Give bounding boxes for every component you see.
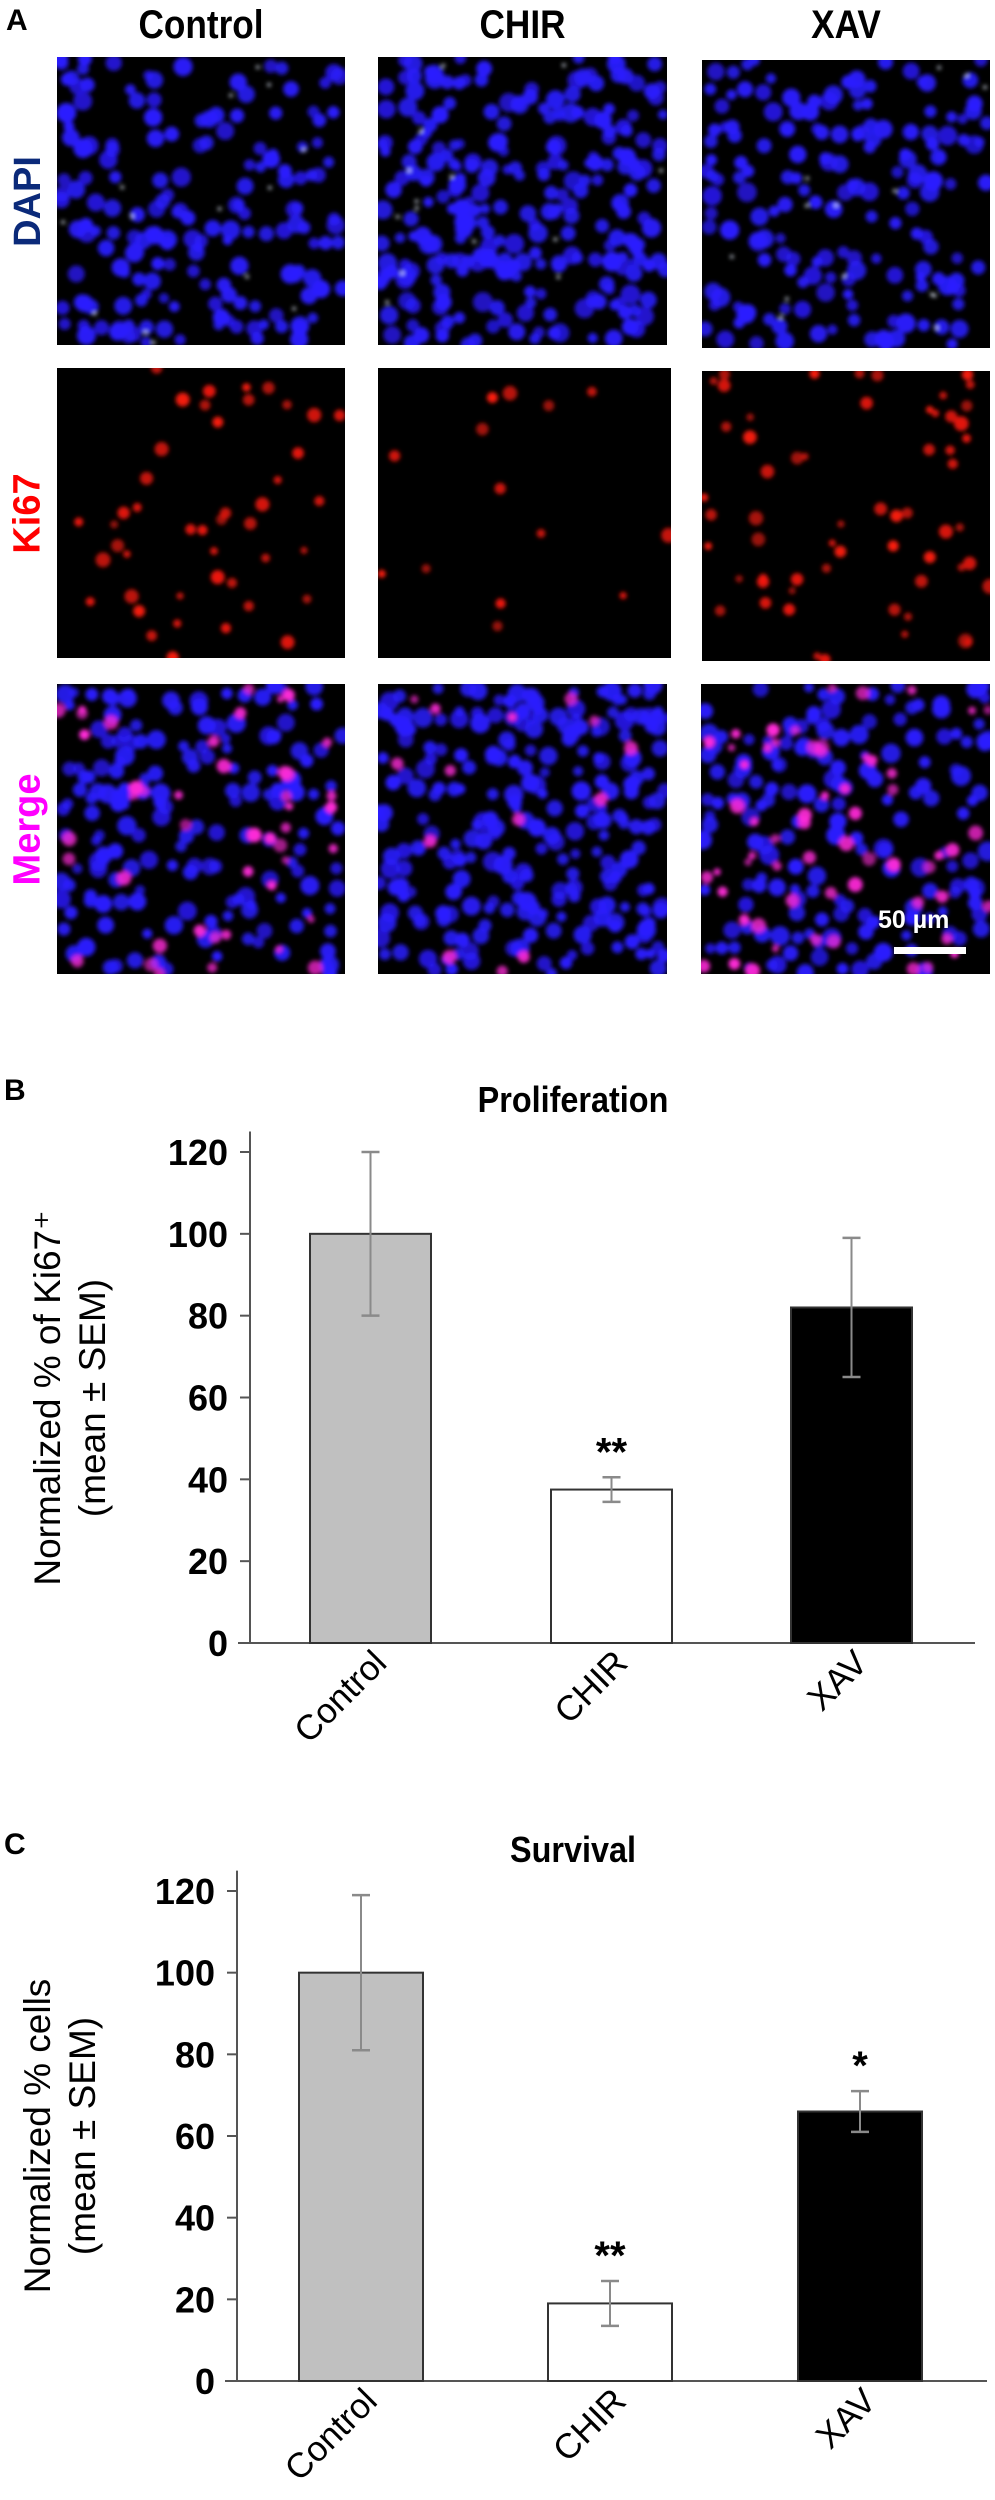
bar-chir	[550, 1488, 673, 1644]
x-tick-label: Control	[287, 1643, 394, 1750]
column-title-xav: XAV	[811, 3, 881, 47]
micrograph-ki67-xav	[702, 371, 990, 661]
scale-bar-label: 50 µm	[878, 906, 950, 934]
x-tick-label: CHIR	[546, 2381, 634, 2469]
chart-survival: Survival Normalized % cells (mean ± SEM) 0 2…	[17, 1830, 987, 2488]
y-tick-label: 80	[175, 2034, 215, 2075]
y-tick-label: 20	[188, 1541, 228, 1582]
significance-marker: *	[852, 2044, 868, 2088]
y-tick-label: 40	[188, 1459, 228, 1500]
micrograph-dapi-chir	[378, 57, 667, 345]
x-tick-label: Control	[277, 2381, 384, 2488]
bar-xav	[797, 2110, 923, 2382]
chart-title: Survival	[510, 1830, 636, 1870]
y-tick-label: 20	[175, 2279, 215, 2320]
x-tick-label: XAV	[800, 1643, 876, 1719]
y-axis-label: Normalized % cells	[17, 1979, 58, 2294]
significance-marker: **	[594, 2234, 626, 2278]
y-tick-label: 100	[168, 1214, 228, 1255]
y-tick-label: 60	[175, 2116, 215, 2157]
panel-b-label: B	[4, 1074, 26, 1107]
y-tick-label: 100	[155, 1953, 215, 1994]
y-tick-label: 120	[155, 1871, 215, 1912]
column-title-chir: CHIR	[479, 3, 566, 47]
y-axis-label: Normalized % of Ki67⁺	[27, 1210, 68, 1585]
x-tick-label: XAV	[808, 2381, 884, 2457]
chart-proliferation: Proliferation Normalized % of Ki67⁺ (mean …	[27, 1080, 975, 1750]
y-axis-label-sub: (mean ± SEM)	[62, 2017, 103, 2255]
micrograph-ki67-chir	[378, 368, 671, 658]
micrograph-ki67-control	[57, 368, 345, 658]
y-tick-label: 0	[195, 2361, 215, 2402]
y-tick-label: 0	[208, 1623, 228, 1664]
panel-a-label: A	[6, 4, 28, 37]
micrograph-merge-chir	[378, 684, 667, 974]
micrograph-merge-control	[57, 684, 345, 974]
micrograph-merge-xav	[701, 684, 990, 974]
y-tick-label: 120	[168, 1132, 228, 1173]
panel-c-label: C	[4, 1828, 26, 1861]
row-label-merge: Merge	[6, 773, 49, 885]
y-tick-label: 80	[188, 1296, 228, 1337]
row-label-ki67: Ki67	[6, 472, 49, 554]
micrograph-dapi-control	[57, 57, 345, 345]
column-title-control: Control	[138, 3, 264, 47]
y-tick-label: 40	[175, 2198, 215, 2239]
y-axis-label-sub: (mean ± SEM)	[72, 1279, 113, 1517]
chart-title: Proliferation	[478, 1080, 669, 1120]
row-label-dapi: DAPI	[6, 155, 49, 247]
x-tick-label: CHIR	[547, 1643, 635, 1731]
y-tick-label: 60	[188, 1378, 228, 1419]
micrograph-dapi-xav	[702, 60, 990, 348]
scale-bar	[894, 947, 966, 954]
significance-marker: **	[596, 1430, 628, 1474]
